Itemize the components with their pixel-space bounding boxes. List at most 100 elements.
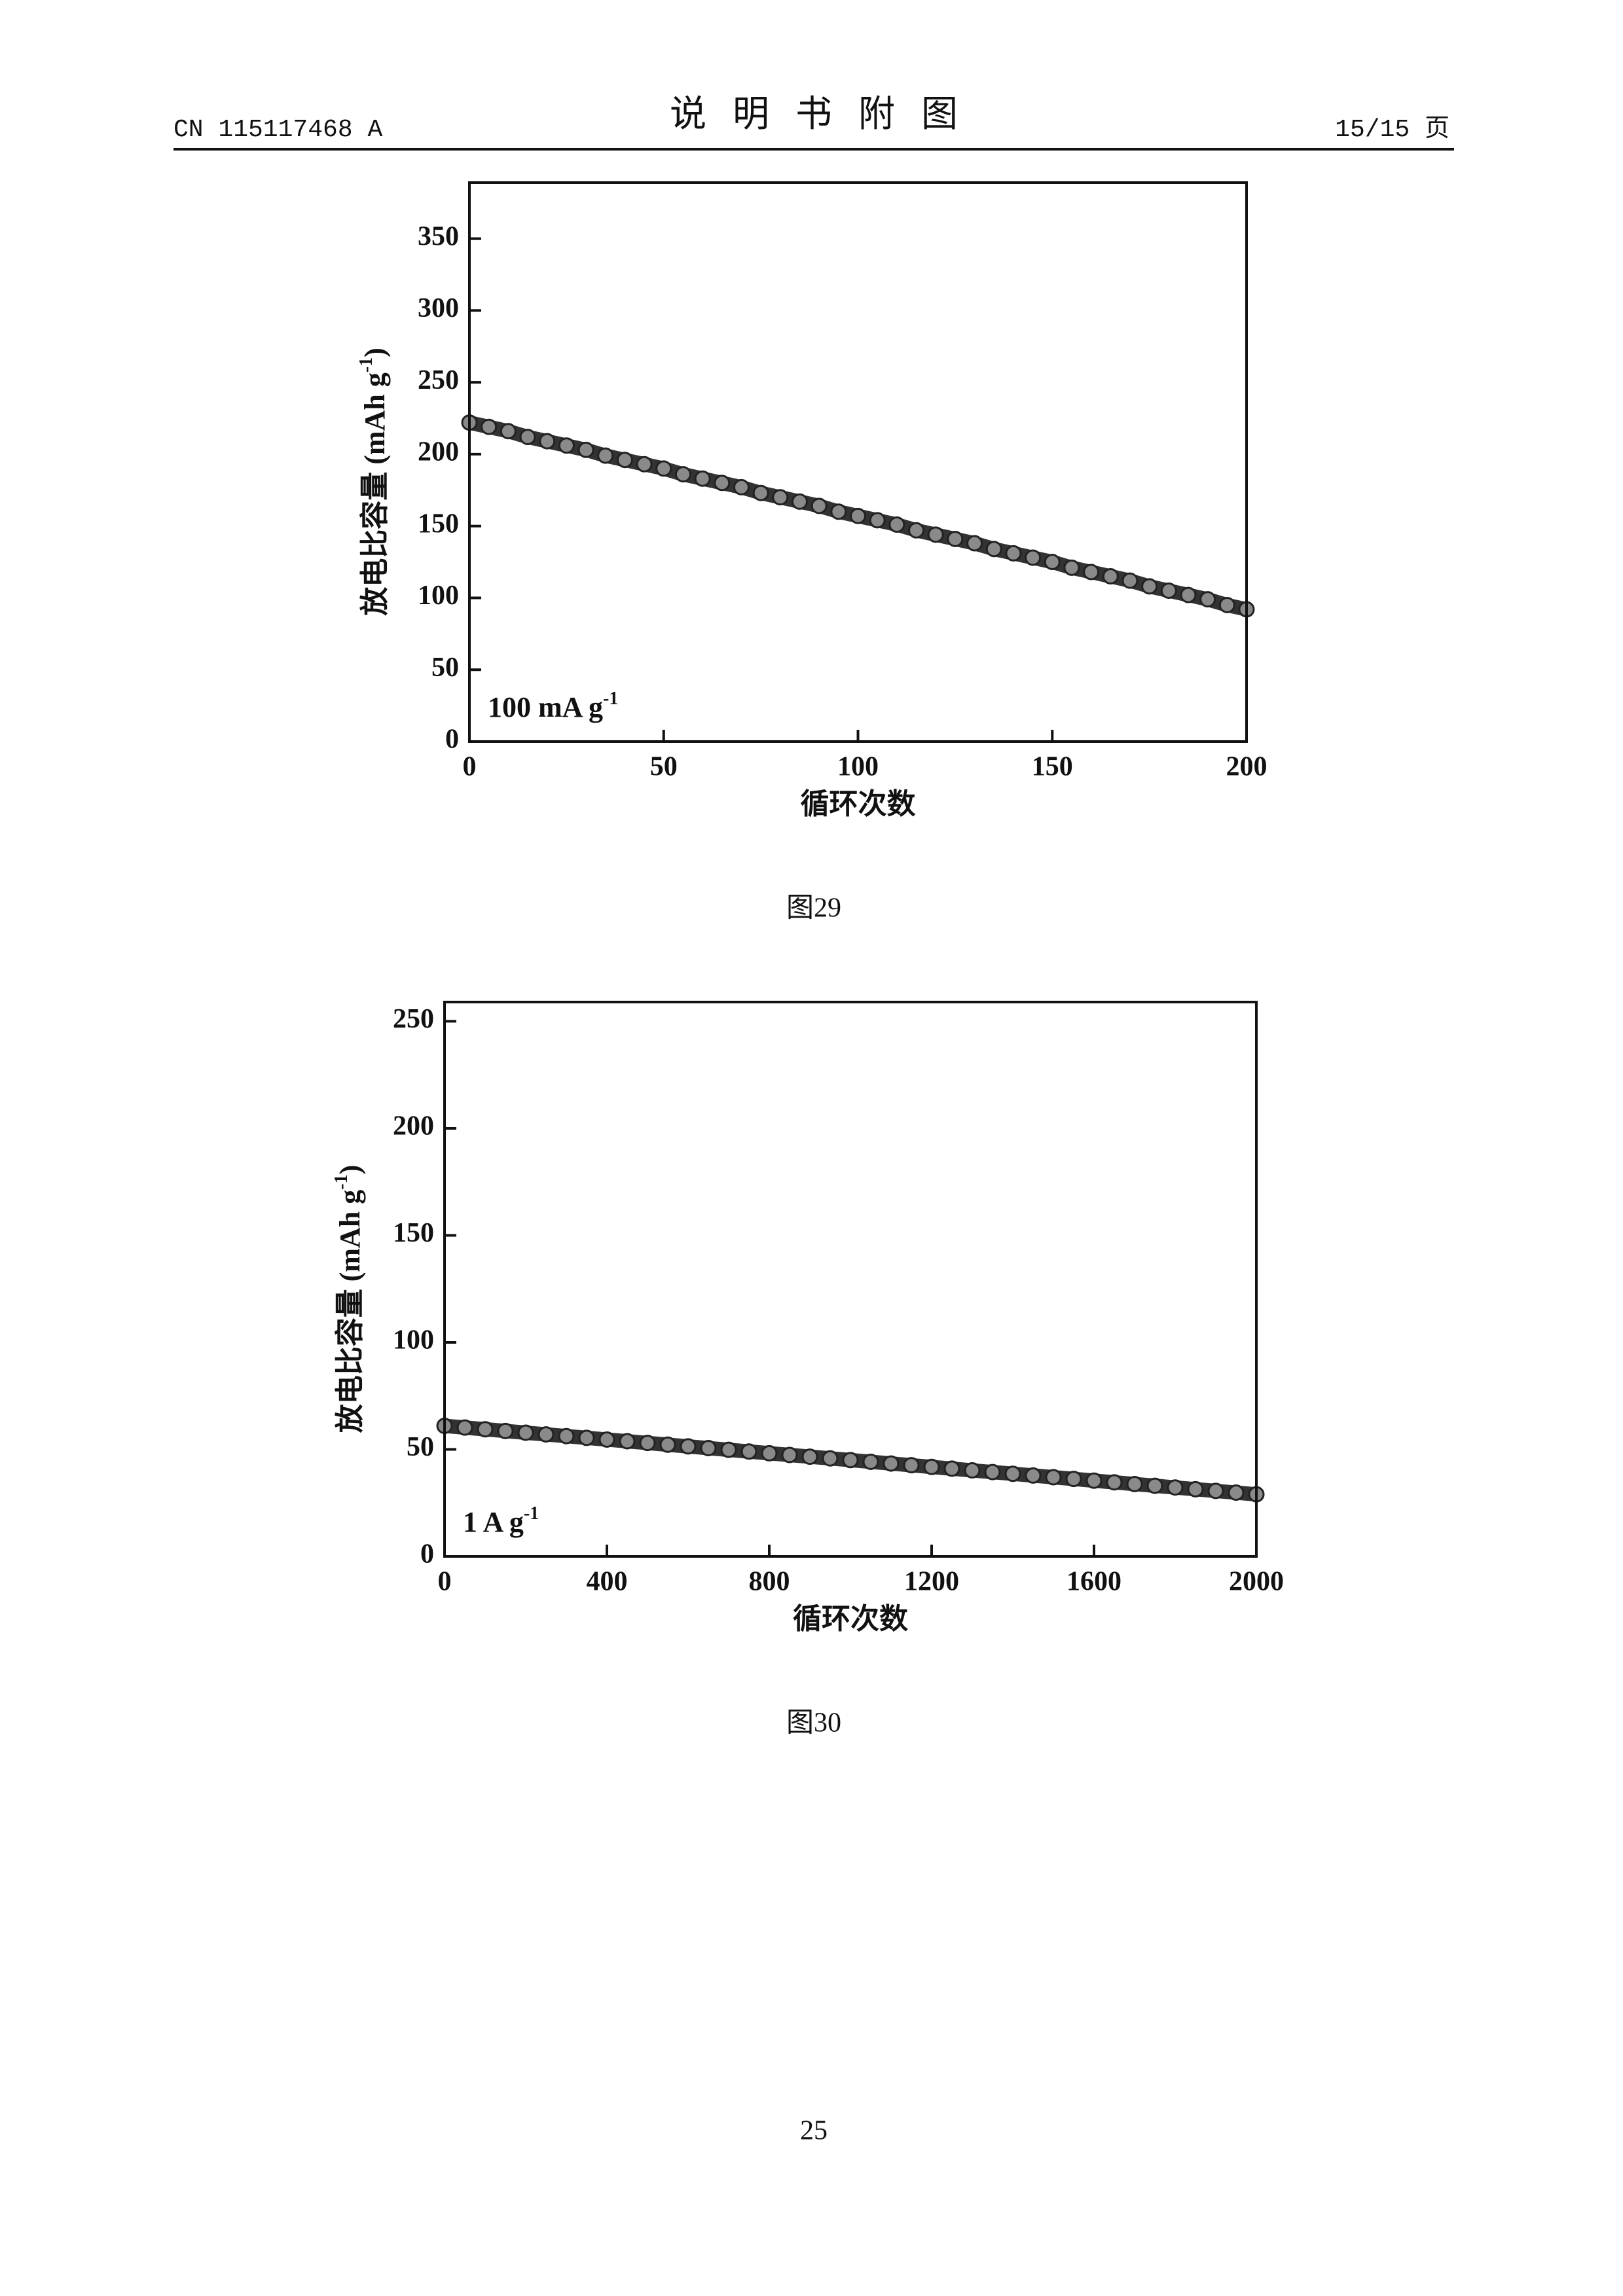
data-point	[500, 423, 517, 440]
x-tick-label: 2000	[1229, 1567, 1284, 1597]
x-tick-label: 400	[587, 1567, 628, 1597]
data-point	[1167, 1479, 1184, 1496]
y-tick-label: 250	[393, 1004, 434, 1034]
annotation-text: 100 mA g	[488, 691, 603, 723]
data-point	[616, 452, 633, 469]
data-point	[1122, 572, 1139, 589]
plot-frame	[443, 1001, 1258, 1558]
data-point	[830, 503, 847, 520]
annotation-sup: -1	[603, 689, 618, 709]
header-title: 说明书附图	[670, 94, 984, 135]
data-point	[850, 507, 866, 524]
data-point	[1160, 582, 1177, 599]
x-axis-label: 循环次数	[793, 1603, 908, 1635]
y-tick-label: 150	[418, 509, 459, 539]
y-axis-label-main: 放电比容量 (mAh g	[359, 372, 391, 616]
data-point	[578, 1429, 595, 1446]
y-axis-label-end: )	[334, 1165, 366, 1175]
data-point	[1063, 559, 1080, 576]
x-tick-label: 50	[650, 752, 678, 782]
y-tick-label: 50	[407, 1432, 434, 1462]
data-point	[923, 1458, 940, 1475]
data-point	[791, 493, 808, 510]
data-point	[714, 475, 731, 492]
y-tick-label: 250	[418, 365, 459, 395]
data-point	[519, 429, 536, 446]
data-point	[720, 1441, 737, 1458]
data-point	[597, 447, 614, 464]
data-point	[1004, 1465, 1021, 1482]
data-point	[883, 1455, 900, 1472]
data-point	[558, 1427, 575, 1444]
data-point	[539, 433, 556, 450]
x-axis-label: 循环次数	[801, 788, 916, 820]
data-point	[964, 1462, 981, 1479]
figure-caption: 图30	[786, 1708, 841, 1738]
data-point	[636, 456, 653, 473]
data-point	[694, 470, 711, 487]
data-point	[1025, 549, 1042, 566]
y-tick-label: 100	[393, 1325, 434, 1355]
header-right: 15/15 页	[1335, 116, 1450, 144]
data-point	[761, 1444, 778, 1462]
annotation-sup: -1	[524, 1503, 539, 1524]
figure-caption: 图29	[786, 893, 841, 924]
y-axis-label: 放电比容量 (mAh g-1)	[356, 348, 391, 616]
data-point	[558, 437, 575, 454]
y-axis-label-end: )	[359, 348, 391, 357]
data-point	[822, 1450, 839, 1467]
y-tick-label: 0	[445, 725, 459, 755]
y-tick-label: 300	[418, 293, 459, 323]
x-tick-label: 0	[463, 752, 477, 782]
data-point	[842, 1452, 859, 1469]
data-point	[862, 1453, 879, 1470]
data-point	[456, 1419, 473, 1436]
data-point	[984, 1463, 1001, 1480]
data-point	[801, 1448, 818, 1465]
data-point	[869, 512, 886, 529]
x-tick-label: 0	[438, 1567, 452, 1597]
x-tick-label: 100	[837, 752, 879, 782]
data-point	[1218, 596, 1235, 613]
y-axis-label-main: 放电比容量 (mAh g	[334, 1190, 366, 1433]
data-point	[1065, 1471, 1082, 1488]
data-point	[481, 418, 498, 435]
data-point	[943, 1460, 960, 1477]
annotation-text: 1 A g	[463, 1506, 524, 1538]
data-point	[888, 516, 905, 533]
y-tick-label: 200	[418, 437, 459, 467]
data-point	[811, 497, 828, 514]
data-point	[1199, 591, 1216, 608]
data-point	[1044, 554, 1061, 571]
annotation: 100 mA g-1	[488, 689, 618, 723]
data-point	[1187, 1480, 1204, 1498]
data-point	[674, 466, 691, 483]
y-tick-label: 200	[393, 1111, 434, 1141]
data-point	[1141, 578, 1158, 595]
data-point	[619, 1433, 636, 1450]
data-point	[598, 1431, 615, 1448]
data-point	[927, 526, 944, 543]
data-point	[1045, 1469, 1062, 1486]
data-point	[1207, 1482, 1224, 1499]
data-point	[538, 1426, 555, 1443]
data-point	[772, 489, 789, 506]
x-tick-label: 200	[1226, 752, 1267, 782]
data-point	[1126, 1475, 1143, 1492]
data-point	[680, 1438, 697, 1455]
data-point	[1106, 1474, 1123, 1491]
data-point	[1228, 1484, 1245, 1501]
data-point	[752, 484, 769, 501]
data-point	[1025, 1467, 1042, 1484]
page-number: 25	[800, 2116, 828, 2146]
data-point	[781, 1446, 798, 1463]
header-left: CN 115117468 A	[173, 116, 382, 144]
x-tick-label: 1600	[1067, 1567, 1122, 1597]
data-point	[659, 1436, 676, 1453]
y-tick-label: 0	[420, 1539, 434, 1570]
data-point	[577, 441, 594, 458]
data-point	[497, 1422, 514, 1439]
x-tick-label: 800	[749, 1567, 790, 1597]
